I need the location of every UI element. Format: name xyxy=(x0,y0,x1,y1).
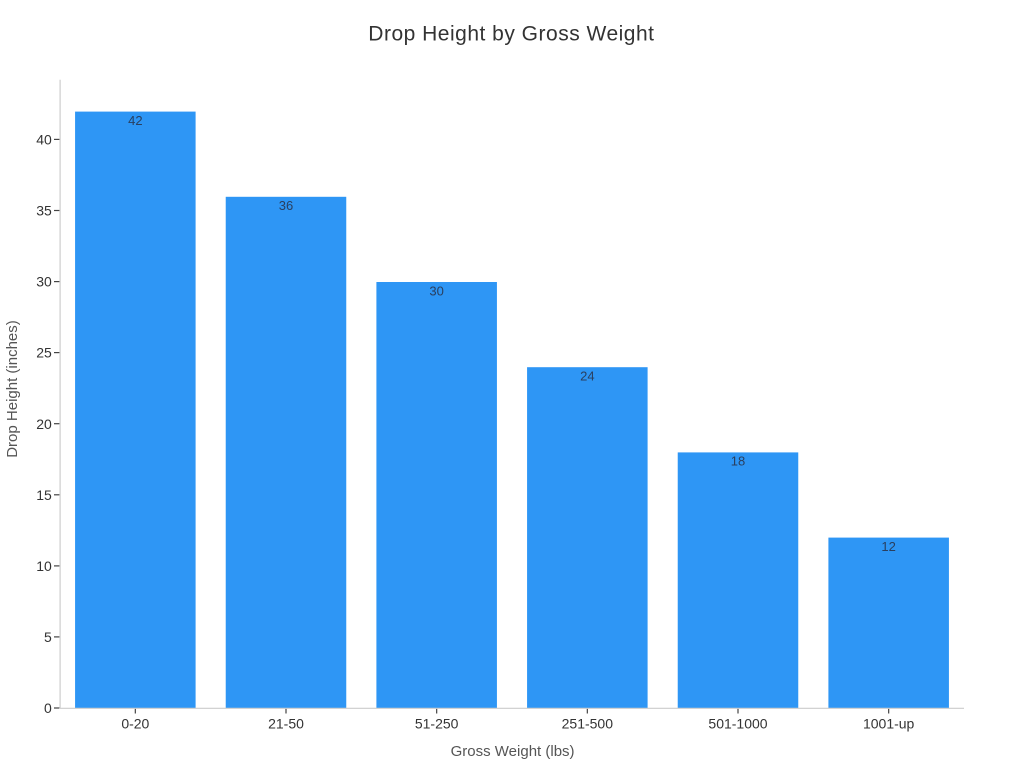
svg-text:Gross Weight (lbs): Gross Weight (lbs) xyxy=(451,743,575,760)
svg-text:10: 10 xyxy=(36,558,52,574)
svg-text:35: 35 xyxy=(36,203,52,219)
svg-text:18: 18 xyxy=(731,454,745,469)
svg-text:42: 42 xyxy=(128,113,142,128)
svg-text:15: 15 xyxy=(36,487,52,503)
svg-text:20: 20 xyxy=(36,416,52,432)
svg-text:25: 25 xyxy=(36,345,52,361)
svg-text:51-250: 51-250 xyxy=(415,716,459,732)
svg-text:40: 40 xyxy=(36,132,52,148)
svg-text:12: 12 xyxy=(881,539,895,554)
svg-text:0-20: 0-20 xyxy=(121,716,149,732)
svg-text:0: 0 xyxy=(44,700,52,716)
svg-text:5: 5 xyxy=(44,629,52,645)
svg-text:Drop Height by Gross Weight: Drop Height by Gross Weight xyxy=(368,23,654,46)
svg-text:Drop Height (inches): Drop Height (inches) xyxy=(4,320,21,458)
svg-text:1001-up: 1001-up xyxy=(863,716,915,732)
svg-text:24: 24 xyxy=(580,369,594,384)
svg-text:251-500: 251-500 xyxy=(562,716,614,732)
svg-text:30: 30 xyxy=(429,283,443,298)
svg-text:21-50: 21-50 xyxy=(268,716,304,732)
svg-text:501-1000: 501-1000 xyxy=(708,716,767,732)
svg-text:36: 36 xyxy=(279,198,293,213)
svg-text:30: 30 xyxy=(36,274,52,290)
